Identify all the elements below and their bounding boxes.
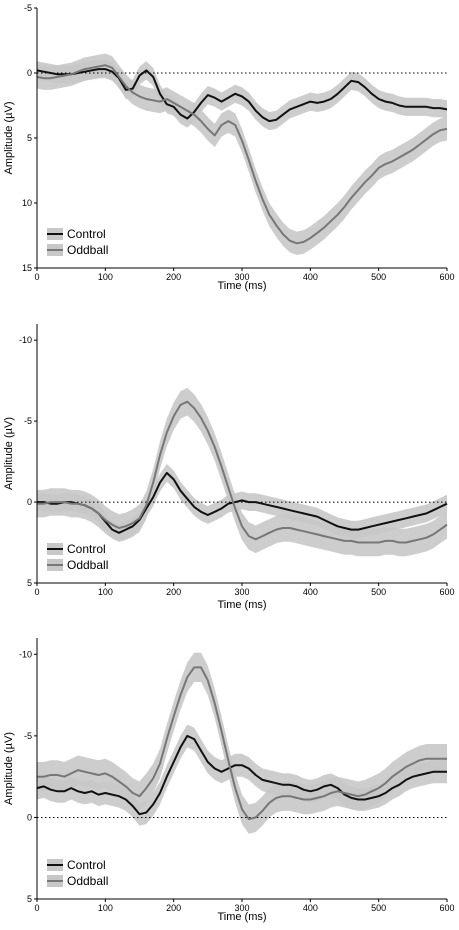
- legend-item-control: Control: [47, 542, 106, 556]
- x-tick-label: 600: [439, 903, 454, 913]
- y-tick-label: 5: [27, 578, 32, 588]
- x-tick-label: 200: [166, 587, 181, 597]
- legend-item-oddball: Oddball: [47, 558, 108, 572]
- legend-label: Oddball: [67, 874, 108, 888]
- y-tick-label: -10: [19, 649, 32, 659]
- chart-panel-1: 0 100 200 300 400 500 600 -5 0 5 10 15 Time (ms) Ampl…: [3, 3, 455, 292]
- y-tick-label: 0: [27, 497, 32, 507]
- x-tick-label: 300: [234, 587, 249, 597]
- x-tick-label: 400: [303, 272, 318, 282]
- x-tick-label: 400: [303, 587, 318, 597]
- x-tick-label: 100: [98, 272, 113, 282]
- x-tick-label: 600: [439, 272, 454, 282]
- confidence-band-oddball: [37, 53, 447, 255]
- y-tick-label: -5: [24, 416, 32, 426]
- y-tick-label: -10: [19, 335, 32, 345]
- x-tick-label: 500: [371, 587, 386, 597]
- y-axis-title: Amplitude (µV): [3, 732, 15, 805]
- x-axis-title: Time (ms): [217, 280, 266, 292]
- legend-item-oddball: Oddball: [47, 874, 108, 888]
- legend-label: Control: [67, 858, 106, 872]
- legend-label: Control: [67, 227, 106, 241]
- y-axis-title: Amplitude (µV): [3, 417, 15, 490]
- x-tick-label: 300: [234, 272, 249, 282]
- series-line-oddball: [36, 64, 448, 245]
- y-tick-label: 15: [22, 263, 32, 273]
- x-tick-label: 0: [34, 272, 39, 282]
- x-tick-label: 0: [34, 587, 39, 597]
- x-axis-title: Time (ms): [217, 911, 266, 923]
- x-axis-title: Time (ms): [217, 599, 266, 611]
- x-tick-label: 600: [439, 587, 454, 597]
- y-tick-label: -5: [24, 731, 32, 741]
- x-tick-label: 200: [166, 272, 181, 282]
- x-tick-label: 100: [98, 903, 113, 913]
- series-line-control: [36, 68, 448, 123]
- legend-label: Oddball: [67, 558, 108, 572]
- x-tick-label: 0: [34, 903, 39, 913]
- x-tick-label: 500: [371, 272, 386, 282]
- x-tick-label: 100: [98, 587, 113, 597]
- legend-label: Oddball: [67, 243, 108, 257]
- legend-item-oddball: Oddball: [47, 243, 108, 257]
- y-tick-label: 0: [27, 812, 32, 822]
- x-tick-label: 500: [371, 903, 386, 913]
- legend-item-control: Control: [47, 858, 106, 872]
- y-tick-label: 5: [27, 894, 32, 904]
- series-line-control: [36, 734, 447, 816]
- y-tick-label: 10: [22, 198, 32, 208]
- series-line-oddball: [37, 666, 447, 821]
- legend-item-control: Control: [47, 227, 106, 241]
- x-tick-label: 400: [303, 903, 318, 913]
- series-line-control: [37, 471, 448, 534]
- y-tick-label: 5: [27, 133, 32, 143]
- legend-label: Control: [67, 542, 106, 556]
- y-axis-title: Amplitude (µV): [3, 102, 15, 175]
- confidence-band-oddball: [37, 387, 447, 557]
- y-tick-label: 0: [27, 68, 32, 78]
- x-tick-label: 200: [166, 903, 181, 913]
- x-tick-label: 300: [234, 903, 249, 913]
- y-tick-label: -5: [24, 3, 32, 13]
- confidence-band-oddball: [37, 652, 447, 834]
- series-line-oddball: [37, 400, 448, 544]
